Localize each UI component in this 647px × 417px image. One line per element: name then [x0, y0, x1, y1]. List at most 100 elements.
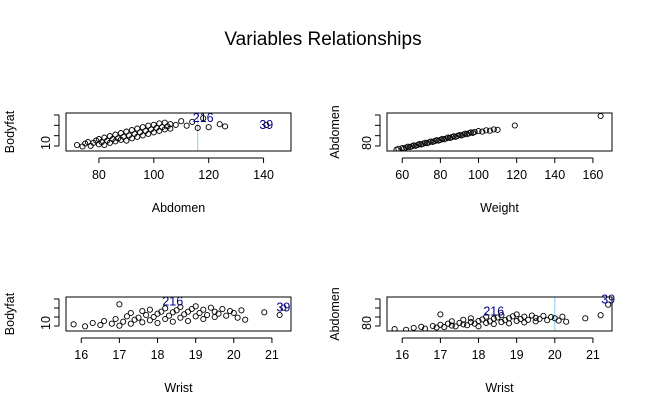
data-point [223, 312, 230, 319]
y-axis: 10 Bodyfat [3, 110, 60, 153]
data-point [555, 317, 562, 324]
x-axis: 60 80 100 120 140 160 Weight [395, 157, 603, 215]
data-point [280, 304, 287, 311]
x-tick-label: 17 [112, 348, 126, 362]
data-point [513, 311, 520, 318]
data-point [597, 312, 604, 319]
data-point [582, 315, 589, 322]
data-point [167, 125, 174, 132]
data-point [215, 310, 222, 317]
data-point [437, 311, 444, 318]
data-point [101, 317, 108, 325]
x-tick-label: 21 [586, 348, 600, 362]
data-point [116, 301, 123, 308]
x-tick-label: 16 [74, 348, 88, 362]
data-point [222, 123, 229, 130]
x-tick-label: 19 [510, 348, 524, 362]
plot-frame [386, 296, 613, 332]
x-tick-label: 120 [198, 168, 219, 182]
x-tick-label: 100 [468, 168, 489, 182]
data-point [475, 323, 482, 330]
data-point [475, 128, 482, 135]
data-point [101, 141, 108, 149]
data-point [563, 318, 570, 325]
data-point [97, 321, 104, 329]
plot-frame [65, 112, 292, 152]
data-point [150, 313, 157, 321]
data-point [139, 307, 146, 315]
x-tick-label: 17 [433, 348, 447, 362]
data-point [205, 124, 212, 131]
data-point [452, 323, 459, 330]
x-axis: 80 100 120 140 Abdomen [92, 157, 274, 215]
data-point [467, 315, 474, 322]
data-point [547, 314, 555, 321]
data-point [536, 315, 543, 323]
data-point [490, 320, 497, 328]
point-annotation: 39 [276, 301, 290, 315]
data-point [123, 313, 131, 320]
data-point [73, 141, 81, 149]
data-point [498, 319, 505, 326]
x-axis-label: Abdomen [152, 201, 206, 215]
x-tick-label: 21 [265, 348, 279, 362]
data-point [169, 318, 176, 325]
data-point [70, 321, 77, 328]
data-point [178, 118, 185, 125]
data-point [150, 129, 157, 136]
points [391, 301, 612, 331]
data-point [521, 313, 528, 320]
x-tick-label: 18 [151, 348, 165, 362]
y-tick-label: 80 [360, 316, 374, 330]
point-annotation: 216 [162, 295, 183, 309]
data-point [479, 128, 486, 135]
y-tick-label: 10 [39, 136, 53, 150]
data-point [145, 130, 152, 137]
x-tick-label: 60 [395, 168, 409, 182]
data-point [183, 122, 190, 129]
x-tick-label: 20 [548, 348, 562, 362]
data-point [511, 122, 518, 129]
data-point [134, 133, 141, 140]
data-point [143, 311, 150, 319]
data-point [532, 314, 539, 321]
data-point [128, 135, 135, 142]
data-point [422, 325, 429, 331]
data-point [192, 303, 199, 310]
panel-4: 216 39 16 17 18 19 20 21 Wrist 80 Abdomen [328, 287, 615, 395]
x-tick-label: 100 [143, 168, 164, 182]
x-axis-label: Weight [480, 201, 519, 215]
y-axis-label: Bodyfat [3, 110, 17, 153]
panel-1: 216 39 80 100 120 140 Abdomen 10 Bodyfat [3, 110, 292, 215]
data-point [89, 319, 96, 327]
x-tick-label: 20 [227, 348, 241, 362]
data-point [127, 309, 134, 317]
x-axis: 16 17 18 19 20 21 Wrist [395, 337, 600, 395]
data-point [192, 313, 199, 320]
data-point [139, 132, 146, 139]
data-point [123, 137, 130, 144]
data-point [127, 320, 134, 327]
data-point [172, 121, 179, 128]
x-tick-label: 140 [253, 168, 274, 182]
data-point [216, 121, 223, 128]
data-point [540, 312, 547, 319]
panels: 216 39 80 100 120 140 Abdomen 10 Bodyfat 60 80 100 1… [3, 105, 615, 395]
x-tick-label: 140 [544, 168, 565, 182]
point-annotation: 39 [601, 293, 615, 307]
data-point [418, 323, 425, 330]
data-point [505, 320, 513, 327]
data-point [112, 315, 119, 323]
data-point [207, 304, 214, 311]
x-tick-label: 80 [92, 168, 106, 182]
data-point [200, 315, 207, 323]
data-point [219, 305, 226, 313]
data-point [483, 313, 490, 320]
data-point [559, 313, 566, 320]
data-point [135, 314, 142, 321]
y-axis-label: Bodyfat [3, 292, 17, 335]
x-tick-label: 19 [189, 348, 203, 362]
data-point [177, 303, 184, 311]
data-point [395, 145, 402, 151]
